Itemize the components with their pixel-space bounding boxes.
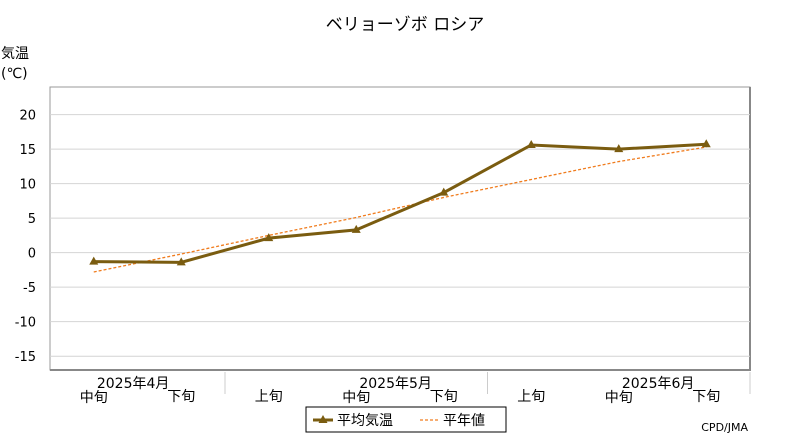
data-point-avg [351, 224, 361, 233]
legend-label-normal: 平年値 [443, 413, 485, 429]
grid-lines [50, 114, 750, 357]
legend: 平均気温 平年値 [305, 406, 507, 433]
data-point-avg [701, 139, 711, 148]
series-line-normal [93, 146, 707, 273]
x-tick-label: 下旬 [692, 389, 720, 405]
series [89, 139, 711, 273]
y-tick-label: 10 [19, 178, 36, 193]
y-axis-label-line1: 気温 [1, 46, 29, 62]
y-tick-label: -15 [15, 350, 36, 365]
y-tick-label: 5 [28, 212, 36, 227]
legend-marker-avg [318, 415, 328, 423]
month-label: 2025年6月 [622, 376, 695, 392]
series-line-avg [93, 142, 707, 264]
x-tick-label: 中旬 [342, 390, 370, 406]
chart-title: ベリョーゾボ ロシア [326, 15, 484, 35]
x-tick-label: 上旬 [255, 389, 283, 405]
y-axis-label-line2: (℃) [1, 66, 28, 82]
source-label: CPD/JMA [701, 421, 748, 434]
month-labels: 2025年4月 2025年5月 2025年6月 [97, 372, 751, 394]
x-tick-label: 下旬 [430, 389, 458, 405]
data-point-avg [614, 144, 624, 153]
data-point-avg [439, 187, 449, 196]
legend-box [305, 406, 507, 433]
month-label: 2025年4月 [97, 376, 170, 392]
data-point-avg [526, 139, 536, 148]
x-tick-label: 上旬 [517, 389, 545, 405]
x-tick-label: 中旬 [80, 390, 108, 406]
plot-frame [49, 86, 751, 371]
y-tick-label: 20 [19, 109, 36, 124]
x-tick-label: 下旬 [167, 389, 195, 405]
legend-label-avg: 平均気温 [337, 413, 393, 429]
data-point-avg [264, 233, 274, 242]
y-tick-label: -5 [23, 281, 36, 296]
data-point-avg [176, 257, 186, 266]
x-tick-label: 中旬 [605, 390, 633, 406]
data-point-avg [89, 256, 99, 265]
x-tick-labels: 中旬 下旬 上旬 中旬 下旬 上旬 中旬 下旬 [80, 389, 721, 406]
y-tick-label: 0 [28, 247, 36, 262]
month-label: 2025年5月 [359, 376, 432, 392]
y-tick-labels: 20 15 10 5 0 -5 -10 -15 [15, 109, 36, 366]
y-tick-label: -10 [15, 316, 36, 331]
y-tick-label: 15 [19, 143, 36, 158]
